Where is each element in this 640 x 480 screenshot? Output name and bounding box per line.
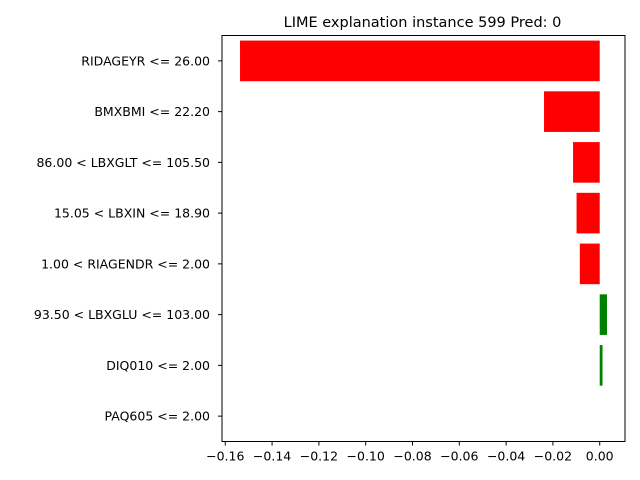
y-tick-label: 15.05 < LBXIN <= 18.90 — [54, 206, 210, 221]
x-tick-label: 0.00 — [586, 449, 614, 464]
y-tick-label: 86.00 < LBXGLT <= 105.50 — [36, 155, 210, 170]
x-tick-label: −0.14 — [253, 449, 291, 464]
y-tick-label: 1.00 < RIAGENDR <= 2.00 — [41, 256, 210, 271]
x-tick-label: −0.06 — [440, 449, 478, 464]
x-tick-label: −0.10 — [347, 449, 385, 464]
y-tick-label: DIQ010 <= 2.00 — [106, 358, 210, 373]
chart-title: LIME explanation instance 599 Pred: 0 — [284, 15, 562, 31]
y-tick-label: RIDAGEYR <= 26.00 — [81, 53, 210, 68]
bar-6 — [599, 345, 603, 386]
bar-1 — [544, 91, 600, 132]
x-tick-label: −0.16 — [206, 449, 244, 464]
x-tick-label: −0.08 — [393, 449, 431, 464]
y-axis-ticks: RIDAGEYR <= 26.00 BMXBMI <= 22.20 86.00 < … — [34, 53, 222, 424]
axes-frame — [221, 35, 626, 442]
bar-4 — [579, 243, 600, 285]
y-tick-label: PAQ605 <= 2.00 — [105, 409, 211, 424]
bars-group — [240, 40, 607, 386]
x-tick-label: −0.04 — [487, 449, 525, 464]
x-tick-label: −0.02 — [534, 449, 572, 464]
bar-0 — [240, 40, 600, 82]
x-axis-ticks: −0.16 −0.14 −0.12 −0.10 −0.08 −0.06 −0.04 −0.02… — [206, 441, 614, 464]
y-tick-label: BMXBMI <= 22.20 — [94, 104, 210, 119]
y-tick-label: 93.50 < LBXGLU <= 103.00 — [34, 307, 210, 322]
bar-5 — [599, 294, 607, 335]
bar-2 — [573, 142, 600, 183]
x-tick-label: −0.12 — [300, 449, 338, 464]
bar-3 — [576, 192, 600, 234]
